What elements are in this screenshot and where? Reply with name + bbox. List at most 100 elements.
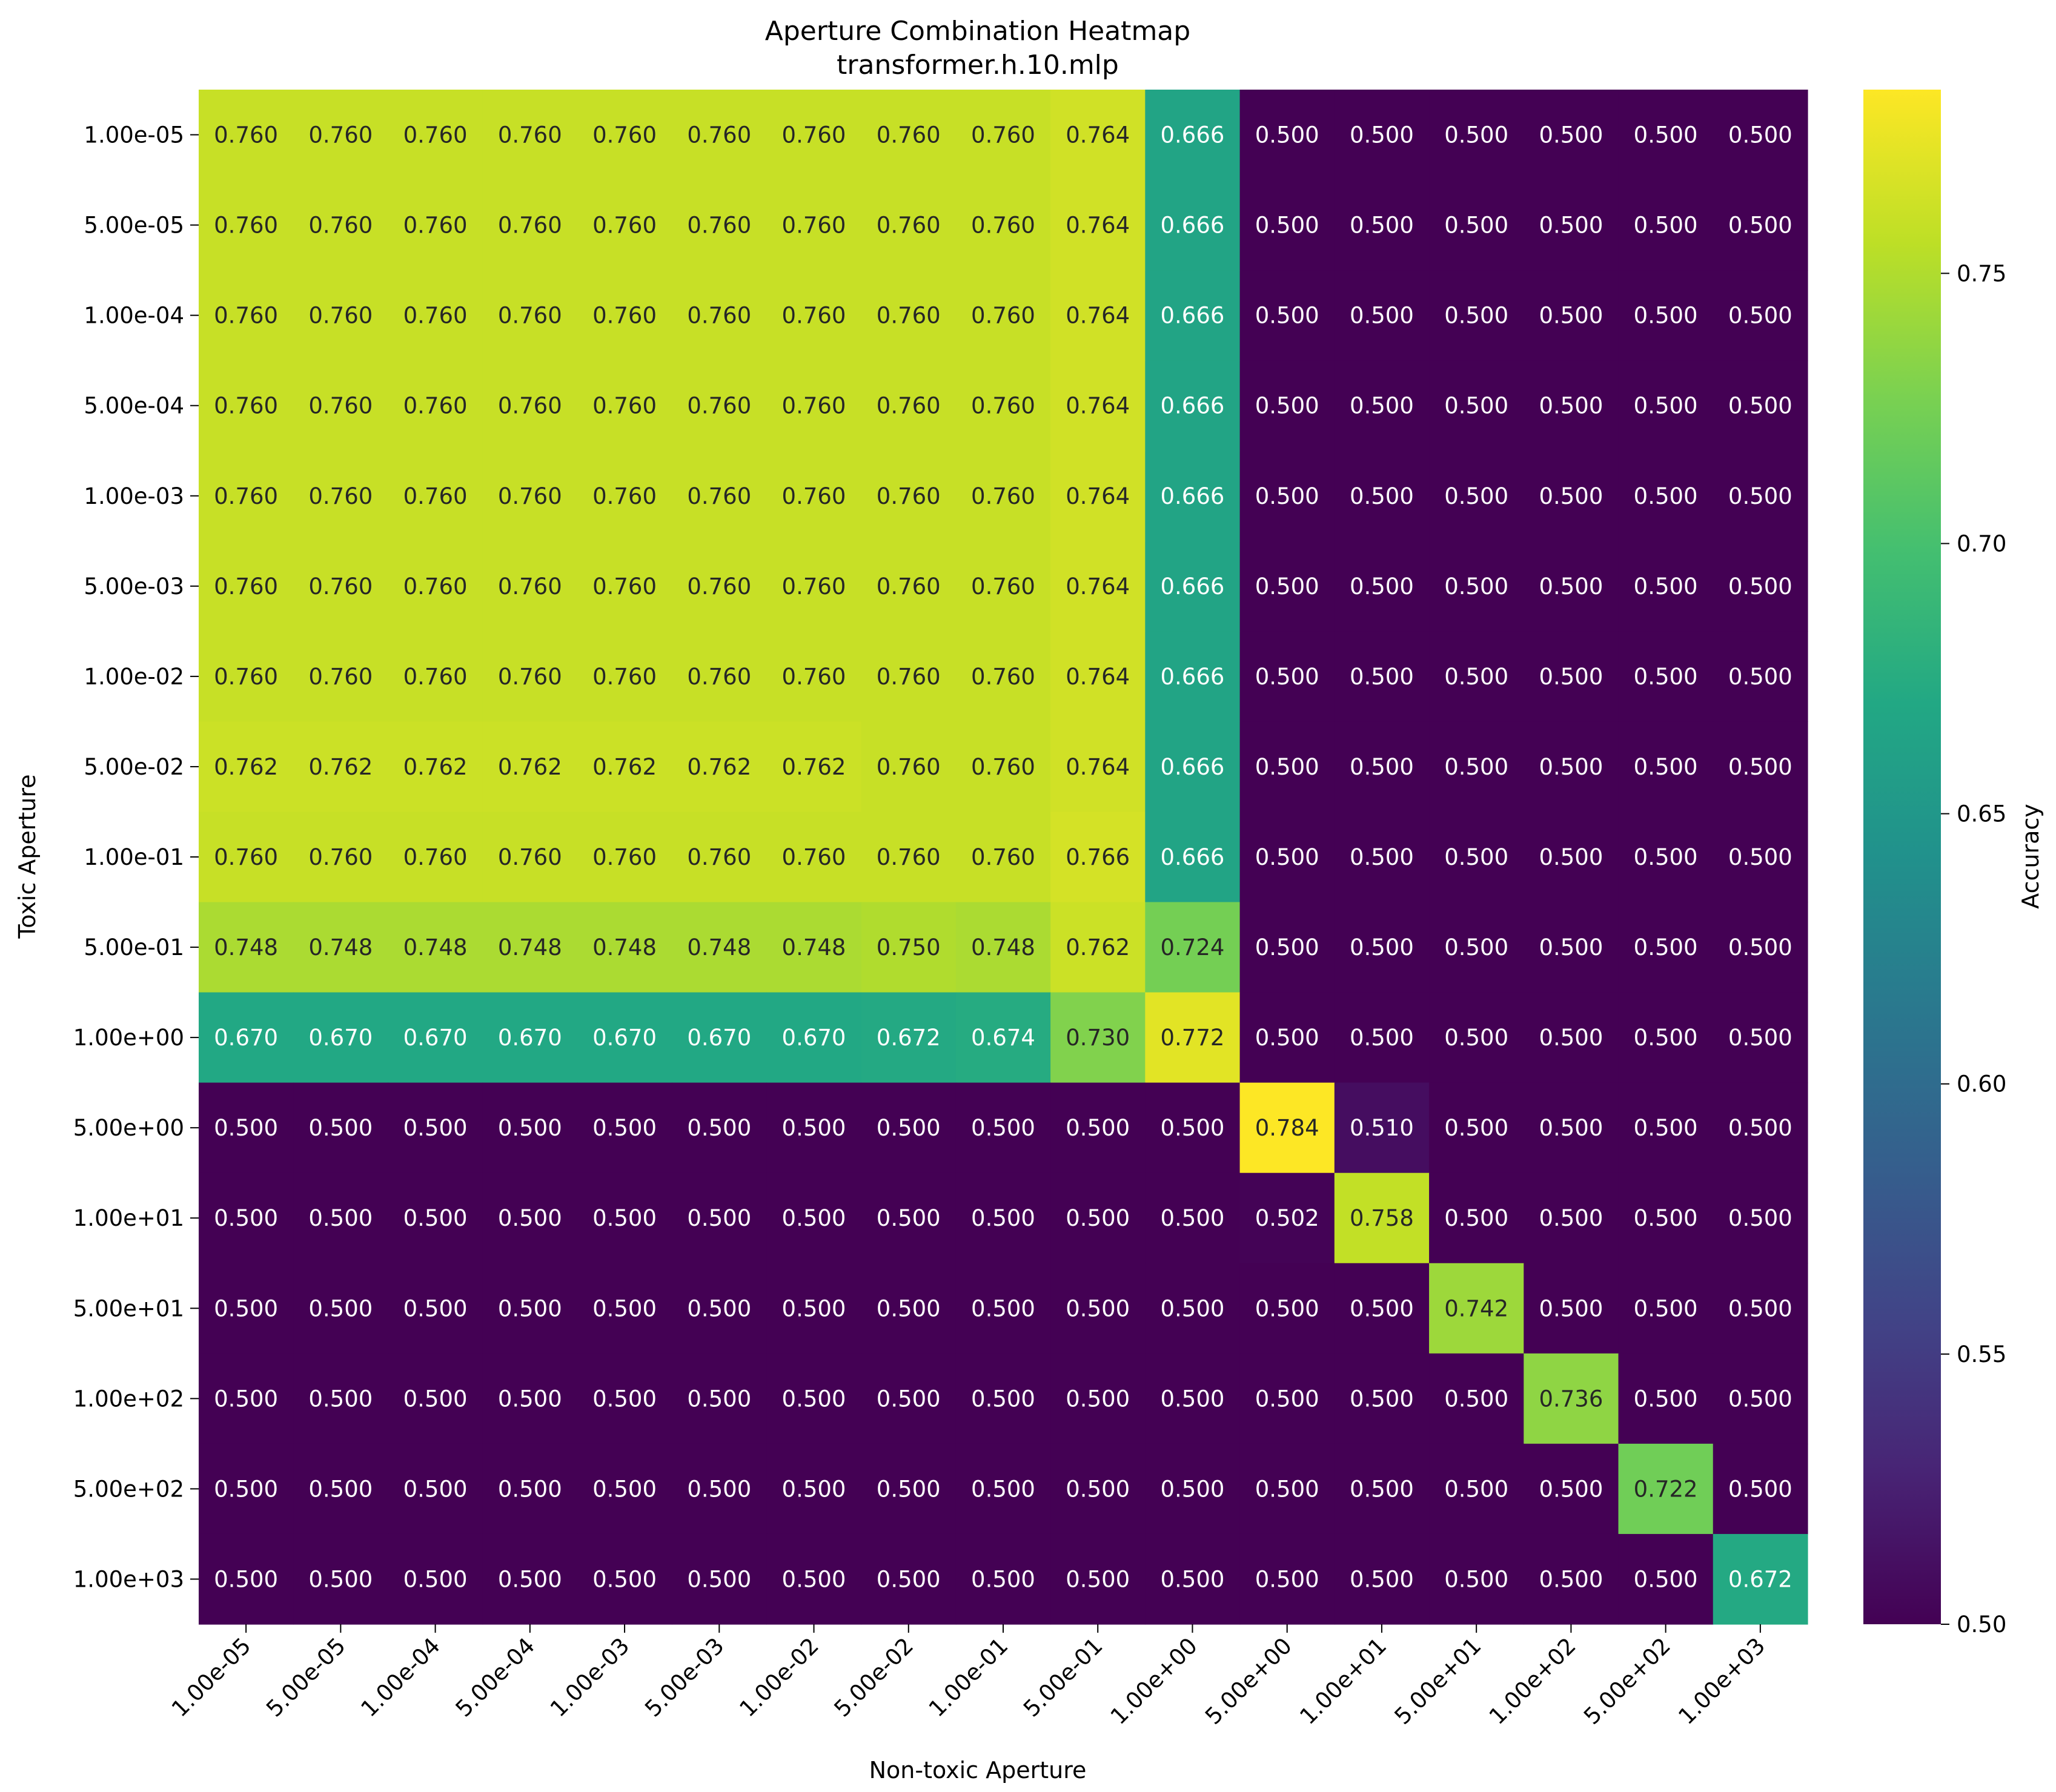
colorbar-tick-label: 0.60: [1957, 1071, 2006, 1097]
cell-value-label: 0.760: [877, 393, 941, 419]
heatmap-cell: [672, 90, 768, 180]
cell-value-label: 0.500: [877, 1566, 941, 1592]
heatmap-cell: [1145, 631, 1241, 722]
cell-value-label: 0.500: [1444, 122, 1508, 148]
cell-value-label: 0.500: [1444, 1115, 1508, 1141]
heatmap-cell: [293, 451, 389, 541]
cell-value-label: 0.500: [1444, 574, 1508, 600]
cell-value-label: 0.500: [1444, 483, 1508, 509]
cell-value-label: 0.670: [498, 1025, 562, 1051]
cell-value-label: 0.500: [1728, 574, 1792, 600]
cell-value-label: 0.760: [782, 303, 846, 329]
heatmap-cell: [482, 721, 578, 813]
heatmap-cell: [482, 1263, 578, 1354]
cell-value-label: 0.500: [1444, 1205, 1508, 1231]
heatmap-cell: [1618, 1082, 1714, 1174]
heatmap-cell: [293, 631, 389, 722]
cell-value-label: 0.760: [498, 213, 562, 239]
heatmap-cell: [1524, 1082, 1619, 1174]
heatmap-cell: [1050, 1533, 1146, 1625]
cell-value-label: 0.724: [1161, 934, 1225, 960]
heatmap-cell: [1239, 180, 1335, 271]
cell-value-label: 0.500: [1728, 934, 1792, 960]
cell-value-label: 0.500: [1161, 1386, 1225, 1412]
cell-value-label: 0.500: [1539, 934, 1603, 960]
cell-value-label: 0.500: [308, 1386, 373, 1412]
cell-value-label: 0.500: [592, 1566, 657, 1592]
heatmap-cell: [577, 180, 672, 271]
cell-value-label: 0.500: [1634, 1386, 1698, 1412]
cell-value-label: 0.500: [403, 1566, 468, 1592]
cell-value-label: 0.500: [1539, 303, 1603, 329]
heatmap-cell: [1524, 902, 1619, 993]
cell-value-label: 0.500: [1728, 1386, 1792, 1412]
heatmap-cell: [1713, 1353, 1808, 1444]
cell-value-label: 0.500: [687, 1205, 751, 1231]
heatmap-cell: [1618, 1353, 1714, 1444]
cell-value-label: 0.500: [498, 1476, 562, 1502]
heatmap-cell: [1524, 1443, 1619, 1535]
cell-value-label: 0.500: [592, 1386, 657, 1412]
cell-value-label: 0.500: [1255, 213, 1319, 239]
cell-value-label: 0.748: [403, 934, 468, 960]
cell-value-label: 0.500: [1066, 1386, 1130, 1412]
cell-value-label: 0.500: [1728, 393, 1792, 419]
heatmap-cell: [1050, 1353, 1146, 1444]
cell-value-label: 0.500: [782, 1205, 846, 1231]
heatmap-cell: [672, 1172, 768, 1264]
heatmap-cell: [482, 902, 578, 993]
heatmap-cell: [1618, 721, 1714, 813]
y-tick-label: 5.00e+00: [73, 1115, 184, 1141]
heatmap-cell: [293, 992, 389, 1083]
heatmap-cell: [1334, 902, 1430, 993]
y-tick-label: 1.00e-04: [84, 303, 184, 329]
cell-value-label: 0.760: [782, 122, 846, 148]
heatmap-cell: [1524, 180, 1619, 271]
cell-value-label: 0.500: [1255, 303, 1319, 329]
heatmap-cell: [1050, 1082, 1146, 1174]
cell-value-label: 0.500: [1634, 664, 1698, 690]
heatmap-cell: [1713, 1443, 1808, 1535]
heatmap-cell: [388, 1082, 483, 1174]
cell-value-label: 0.500: [1350, 483, 1414, 509]
cell-value-label: 0.666: [1161, 393, 1225, 419]
cell-value-label: 0.500: [1350, 1566, 1414, 1592]
cell-value-label: 0.500: [1350, 1476, 1414, 1502]
heatmap-cell: [955, 812, 1051, 903]
heatmap-cell: [1713, 631, 1808, 722]
heatmap-cell: [199, 1263, 294, 1354]
cell-value-label: 0.760: [403, 574, 468, 600]
cell-value-label: 0.510: [1350, 1115, 1414, 1141]
cell-value-label: 0.760: [971, 303, 1035, 329]
heatmap-cell: [1050, 902, 1146, 993]
heatmap-cell: [1524, 1533, 1619, 1625]
cell-value-label: 0.762: [687, 754, 751, 780]
cell-value-label: 0.500: [1255, 1025, 1319, 1051]
cell-value-label: 0.500: [1728, 1115, 1792, 1141]
heatmap-cell: [1334, 631, 1430, 722]
heatmap-cell: [388, 1533, 483, 1625]
heatmap-cell: [1239, 1172, 1335, 1264]
cell-value-label: 0.760: [214, 213, 278, 239]
heatmap-cell: [1050, 180, 1146, 271]
cell-value-label: 0.760: [214, 664, 278, 690]
heatmap-cell: [766, 1172, 862, 1264]
heatmap-cell: [1618, 90, 1714, 180]
cell-value-label: 0.500: [1539, 1115, 1603, 1141]
cell-value-label: 0.666: [1161, 303, 1225, 329]
heatmap-cell: [1145, 90, 1241, 180]
cell-value-label: 0.500: [1066, 1205, 1130, 1231]
heatmap-cell: [1145, 1172, 1241, 1264]
cell-value-label: 0.500: [1444, 1476, 1508, 1502]
cell-value-label: 0.666: [1161, 213, 1225, 239]
cell-value-label: 0.500: [214, 1205, 278, 1231]
y-tick-label: 5.00e+02: [73, 1476, 184, 1502]
heatmap-cell: [1145, 1353, 1241, 1444]
cell-value-label: 0.500: [1350, 754, 1414, 780]
cell-value-label: 0.500: [782, 1386, 846, 1412]
cell-value-label: 0.760: [498, 393, 562, 419]
heatmap-cell: [955, 631, 1051, 722]
cell-value-label: 0.760: [592, 574, 657, 600]
heatmap-cell: [1618, 451, 1714, 541]
cell-value-label: 0.760: [782, 483, 846, 509]
